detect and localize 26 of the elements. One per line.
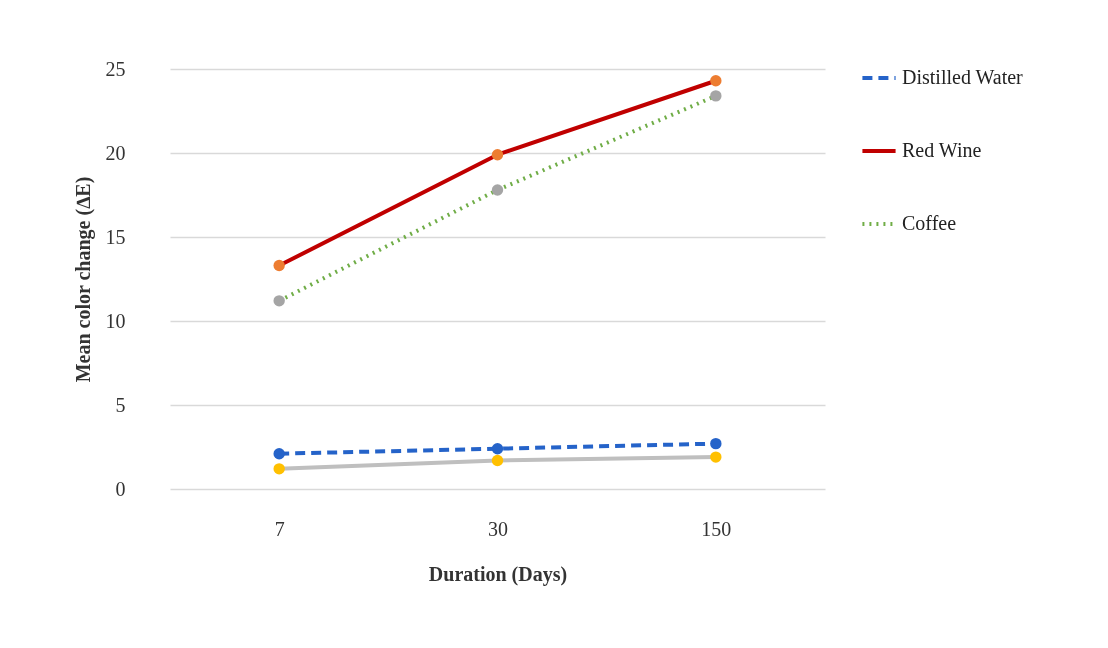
legend-label: Distilled Water: [902, 66, 1024, 88]
point: [491, 184, 504, 196]
y-axis-title: Mean color change (∆E): [71, 176, 95, 383]
point: [710, 437, 722, 450]
point: [710, 75, 722, 87]
y-tick-label: 20: [105, 141, 126, 164]
x-tick-label: 7: [274, 517, 285, 540]
y-tick-label: 5: [115, 393, 126, 416]
point: [491, 454, 504, 467]
point: [273, 259, 285, 272]
point: [273, 448, 285, 460]
legend-label: Coffee: [902, 212, 957, 234]
x-tick-label: 30: [488, 517, 508, 540]
y-tick-label: 25: [105, 57, 126, 80]
y-tick-label: 0: [115, 477, 126, 500]
legend-label: Red Wine: [902, 139, 982, 161]
x-tick-label: 150: [701, 517, 732, 540]
point: [491, 148, 504, 161]
point: [710, 451, 722, 463]
x-axis-title: Duration (Days): [428, 562, 568, 586]
point: [273, 463, 285, 475]
point: [273, 295, 285, 307]
y-tick-label: 10: [105, 309, 126, 332]
y-tick-label: 15: [105, 225, 126, 248]
point: [491, 442, 504, 455]
point: [710, 90, 722, 102]
